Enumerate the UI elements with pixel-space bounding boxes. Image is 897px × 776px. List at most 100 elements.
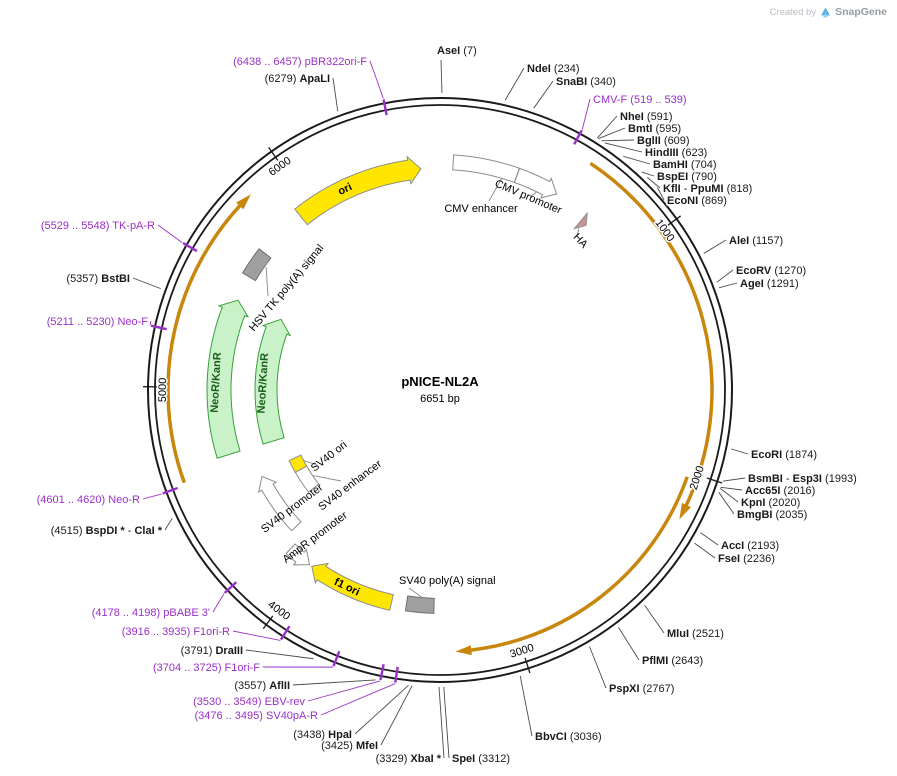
sv40-polya-signal-label[interactable]: SV40 poly(A) signal	[399, 575, 496, 587]
primer-site-f1ori-F[interactable]	[332, 650, 341, 667]
position-label: 6000	[267, 155, 294, 179]
leader-ecoRV	[716, 269, 734, 283]
enzyme-label-bmgBI[interactable]: BmgBI (2035)	[736, 508, 809, 523]
leader-bamHI	[623, 155, 651, 165]
ha-tag[interactable]	[573, 211, 588, 230]
enzyme-label-kflI-ppuMI[interactable]: KflI - PpuMI (818)	[662, 182, 754, 197]
leader-draIII	[245, 649, 314, 660]
leader-ageI	[718, 282, 738, 289]
ha-tag-label[interactable]: HA	[571, 231, 591, 251]
enzyme-label-aseI[interactable]: AseI (7)	[436, 44, 479, 59]
leader-cmv-f	[581, 98, 591, 130]
enzyme-label-accI[interactable]: AccI (2193)	[720, 539, 781, 554]
enzyme-label-pspXI[interactable]: PspXI (2767)	[608, 682, 676, 697]
enzyme-label-ecoRV[interactable]: EcoRV (1270)	[735, 264, 808, 279]
enzyme-label-ecoNI[interactable]: EcoNI (869)	[666, 194, 729, 209]
hsv-tk-polya-signal[interactable]	[241, 248, 272, 282]
enzyme-label-snaBI[interactable]: SnaBI (340)	[555, 75, 618, 90]
enzyme-label-bmtI[interactable]: BmtI (595)	[627, 122, 683, 137]
enzyme-label-apaLI[interactable]: (6279) ApaLI	[263, 72, 331, 87]
primer-site-pbabe-3[interactable]	[223, 581, 238, 594]
backbone-inner-circle[interactable]	[154, 104, 726, 676]
enzyme-label-ageI[interactable]: AgeI (1291)	[739, 277, 801, 292]
leader-bspDI-claI	[164, 518, 173, 531]
sv40-ori[interactable]	[288, 454, 308, 474]
primer-label-f1ori-F[interactable]: (3704 .. 3725) F1ori-F	[151, 661, 261, 676]
enzyme-label-bbvCI[interactable]: BbvCI (3036)	[534, 730, 604, 745]
cmv-enhancer-leader	[488, 178, 502, 202]
enzyme-label-nheI[interactable]: NheI (591)	[619, 110, 675, 125]
backbone-outer-circle[interactable]	[147, 97, 733, 683]
leader-f1ori-R	[232, 630, 281, 641]
primer-site-neo-R[interactable]	[162, 486, 179, 495]
sv40-polya-signal-leader	[408, 587, 424, 599]
leader-hpaI	[354, 684, 409, 735]
enzyme-label-bamHI[interactable]: BamHI (704)	[652, 158, 719, 173]
primer-label-cmv-f[interactable]: CMV-F (519 .. 539)	[592, 93, 689, 108]
primer-site-f1ori-R[interactable]	[279, 625, 291, 641]
leader-neo-F	[149, 320, 152, 326]
gene-arc-1-arrowhead	[679, 502, 691, 520]
leader-nheI	[597, 115, 618, 139]
sv40-promoter[interactable]	[257, 475, 302, 532]
primer-label-pbr322ori-F[interactable]: (6438 .. 6457) pBR322ori-F	[232, 55, 369, 70]
sv40-polya-signal[interactable]	[404, 595, 435, 614]
enzyme-label-bstBI[interactable]: (5357) BstBI	[65, 272, 132, 287]
enzyme-label-ecoRI[interactable]: EcoRI (1874)	[750, 448, 819, 463]
primer-label-pbabe-3[interactable]: (4178 .. 4198) pBABE 3'	[90, 606, 211, 621]
gene-arc-2[interactable]	[462, 476, 689, 653]
cmv-enhancer-label[interactable]: CMV enhancer	[444, 203, 518, 215]
enzyme-label-hindIII[interactable]: HindIII (623)	[644, 146, 709, 161]
primer-site-ebv-rev[interactable]	[379, 664, 385, 681]
enzyme-label-mluI[interactable]: MluI (2521)	[666, 627, 726, 642]
ori[interactable]	[294, 155, 422, 226]
primer-label-sv40pA-R[interactable]: (3476 .. 3495) SV40pA-R	[193, 709, 320, 724]
enzyme-label-bsmBI-esp3I[interactable]: BsmBI - Esp3I (1993)	[747, 472, 859, 487]
enzyme-label-kpnI[interactable]: KpnI (2020)	[740, 496, 802, 511]
sv40-ori-label[interactable]: SV40 ori	[309, 439, 350, 474]
enzyme-label-speI[interactable]: SpeI (3312)	[451, 752, 512, 767]
enzyme-label-xbaI[interactable]: (3329) XbaI *	[374, 752, 443, 767]
enzyme-label-bspEI[interactable]: BspEI (790)	[656, 170, 719, 185]
primer-site-sv40pA-R[interactable]	[394, 666, 399, 683]
neor-kanr-outer[interactable]	[206, 299, 250, 459]
primer-site-tk-pA-R[interactable]	[182, 242, 198, 253]
leader-ebv-rev	[307, 680, 381, 702]
enzyme-label-bspDI-claI[interactable]: (4515) BspDI * - ClaI *	[49, 524, 164, 539]
leader-aseI	[440, 59, 443, 94]
enzyme-label-bglII[interactable]: BglII (609)	[636, 134, 692, 149]
enzyme-label-hpaI[interactable]: (3438) HpaI	[292, 728, 354, 743]
cmv-promoter[interactable]	[513, 167, 558, 199]
cmv-promoter-leader	[529, 191, 537, 198]
leader-hindIII	[604, 142, 643, 153]
leader-bsmBI-esp3I	[722, 477, 746, 482]
leader-accI	[700, 532, 719, 546]
primer-site-neo-F[interactable]	[150, 324, 167, 331]
enzyme-label-mfeI[interactable]: (3425) MfeI	[320, 739, 380, 754]
neor-kanr-outer-label[interactable]: NeoR/KanR	[209, 352, 224, 413]
primer-label-neo-R[interactable]: (4601 .. 4620) Neo-R	[35, 493, 141, 508]
ampr-promoter[interactable]	[285, 543, 311, 566]
gene-arc-1[interactable]	[589, 161, 714, 514]
ori-label[interactable]: ori	[336, 181, 354, 198]
primer-label-neo-F[interactable]: (5211 .. 5230) Neo-F	[45, 315, 150, 330]
cmv-enhancer[interactable]	[452, 154, 521, 184]
enzyme-label-fseI[interactable]: FseI (2236)	[717, 552, 777, 567]
primer-site-cmv-f[interactable]	[573, 129, 583, 145]
leader-sv40pA-R	[320, 683, 396, 716]
neor-kanr-inner-label[interactable]: NeoR/KanR	[256, 353, 272, 414]
enzyme-label-draIII[interactable]: (3791) DraIII	[179, 644, 244, 659]
primer-label-tk-pA-R[interactable]: (5529 .. 5548) TK-pA-R	[39, 219, 156, 234]
primer-label-ebv-rev[interactable]: (3530 .. 3549) EBV-rev	[192, 695, 307, 710]
enzyme-label-aflII[interactable]: (3557) AflII	[233, 679, 292, 694]
neor-kanr-inner[interactable]	[254, 318, 292, 445]
enzyme-label-acc65I[interactable]: Acc65I (2016)	[744, 484, 817, 499]
enzyme-label-pflMI[interactable]: PflMI (2643)	[641, 654, 705, 669]
enzyme-label-ndeI[interactable]: NdeI (234)	[526, 62, 582, 77]
primer-site-pbr322ori-F[interactable]	[382, 99, 388, 116]
f1-ori[interactable]	[311, 562, 394, 611]
position-label: 3000	[509, 642, 536, 661]
enzyme-label-aleI[interactable]: AleI (1157)	[728, 234, 785, 249]
primer-label-f1ori-R[interactable]: (3916 .. 3935) F1ori-R	[120, 625, 231, 640]
gene-arc-3[interactable]	[166, 198, 248, 484]
